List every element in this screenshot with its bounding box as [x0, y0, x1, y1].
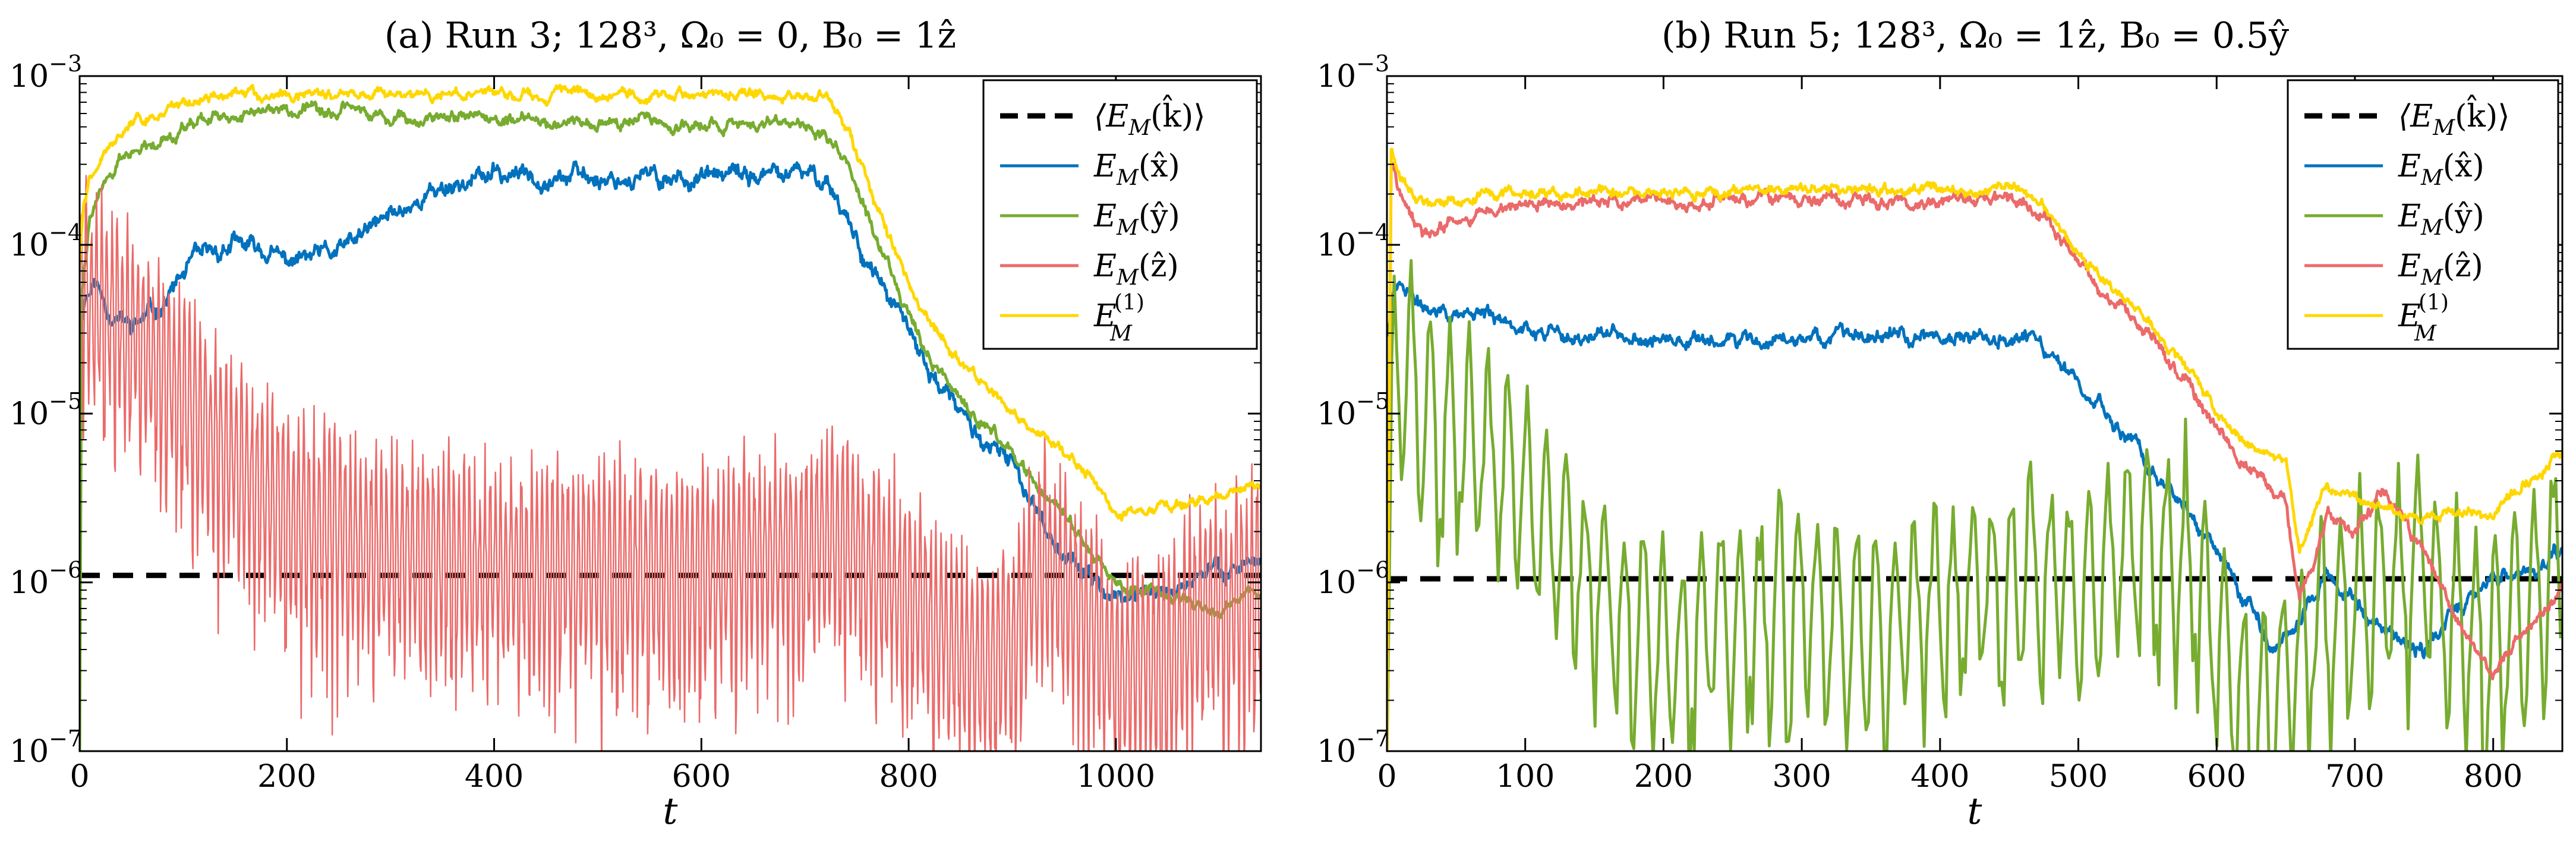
- y-tick-label: 10−6: [1317, 557, 1389, 601]
- legend: ⟨EM(k̂)⟩ EM(x̂) EM(ŷ) EM(ẑ)E(1) M: [2287, 79, 2559, 350]
- y-tick-label: 10−4: [1317, 219, 1389, 263]
- x-tick-label: 600: [672, 759, 731, 795]
- legend-label: ⟨EM(k̂)⟩: [1094, 95, 1206, 140]
- legend-label: E(1) M: [2398, 291, 2449, 346]
- chart-title: (b) Run 5; 128³, Ω₀ = 1ẑ, B₀ = 0.5ŷ: [1661, 15, 2289, 56]
- x-tick-label: 100: [1496, 759, 1555, 795]
- x-tick-label: 400: [465, 759, 524, 795]
- x-tick-label: 600: [2187, 759, 2246, 795]
- legend-label: EM(ẑ): [2398, 248, 2483, 290]
- x-tick-label: 400: [1910, 759, 1969, 795]
- legend-label: EM(x̂): [2398, 149, 2484, 190]
- x-tick-label: 200: [1634, 759, 1693, 795]
- legend-label: E(1) M: [1093, 291, 1144, 346]
- x-tick-label: 0: [70, 759, 89, 795]
- chart-title: (a) Run 3; 128³, Ω₀ = 0, B₀ = 1ẑ: [384, 15, 956, 56]
- legend-label: EM(ŷ): [1093, 198, 1180, 240]
- y-tick-label: 10−5: [1317, 388, 1389, 432]
- chart-panel-a: (a) Run 3; 128³, Ω₀ = 0, B₀ = 1ẑ 0 200 400 6…: [10, 15, 1262, 833]
- x-tick-label: 0: [1377, 759, 1396, 795]
- x-axis-label: t: [663, 789, 678, 833]
- y-tick-label: 10−6: [10, 557, 82, 601]
- y-tick-label: 10−5: [10, 388, 82, 432]
- plot-area: [1387, 147, 2562, 751]
- x-tick-label: 200: [257, 759, 316, 795]
- series-line-4: [80, 84, 1261, 522]
- series-line-2: [1387, 259, 2562, 751]
- chart-panel-b: (b) Run 5; 128³, Ω₀ = 1ẑ, B₀ = 0.5ŷ 0 100 2…: [1317, 15, 2564, 833]
- x-tick-label: 300: [1772, 759, 1831, 795]
- legend-label: ⟨EM(k̂)⟩: [2398, 95, 2510, 140]
- series-line-3: [1387, 160, 2562, 751]
- x-axis-label: t: [1968, 789, 1982, 833]
- series-line-4: [1387, 147, 2562, 751]
- plot-area: [80, 84, 1261, 751]
- legend-label: EM(x̂): [1093, 149, 1180, 190]
- legend-label: EM(ẑ): [1093, 248, 1179, 290]
- x-tick-label: 800: [879, 759, 938, 795]
- x-tick-label: 700: [2325, 759, 2384, 795]
- y-tick-label: 10−3: [10, 51, 82, 94]
- x-tick-label: 800: [2464, 759, 2523, 795]
- series-line-3: [80, 175, 1261, 751]
- y-tick-label: 10−3: [1317, 51, 1389, 94]
- x-tick-label: 1000: [1077, 759, 1155, 795]
- y-tick-label: 10−7: [1317, 726, 1389, 770]
- y-tick-label: 10−7: [10, 726, 82, 770]
- legend: ⟨EM(k̂)⟩ EM(x̂) EM(ŷ) EM(ẑ)E(1) M: [982, 79, 1258, 350]
- legend-label: EM(ŷ): [2398, 198, 2484, 240]
- x-tick-label: 500: [2049, 759, 2108, 795]
- y-tick-label: 10−4: [10, 219, 82, 263]
